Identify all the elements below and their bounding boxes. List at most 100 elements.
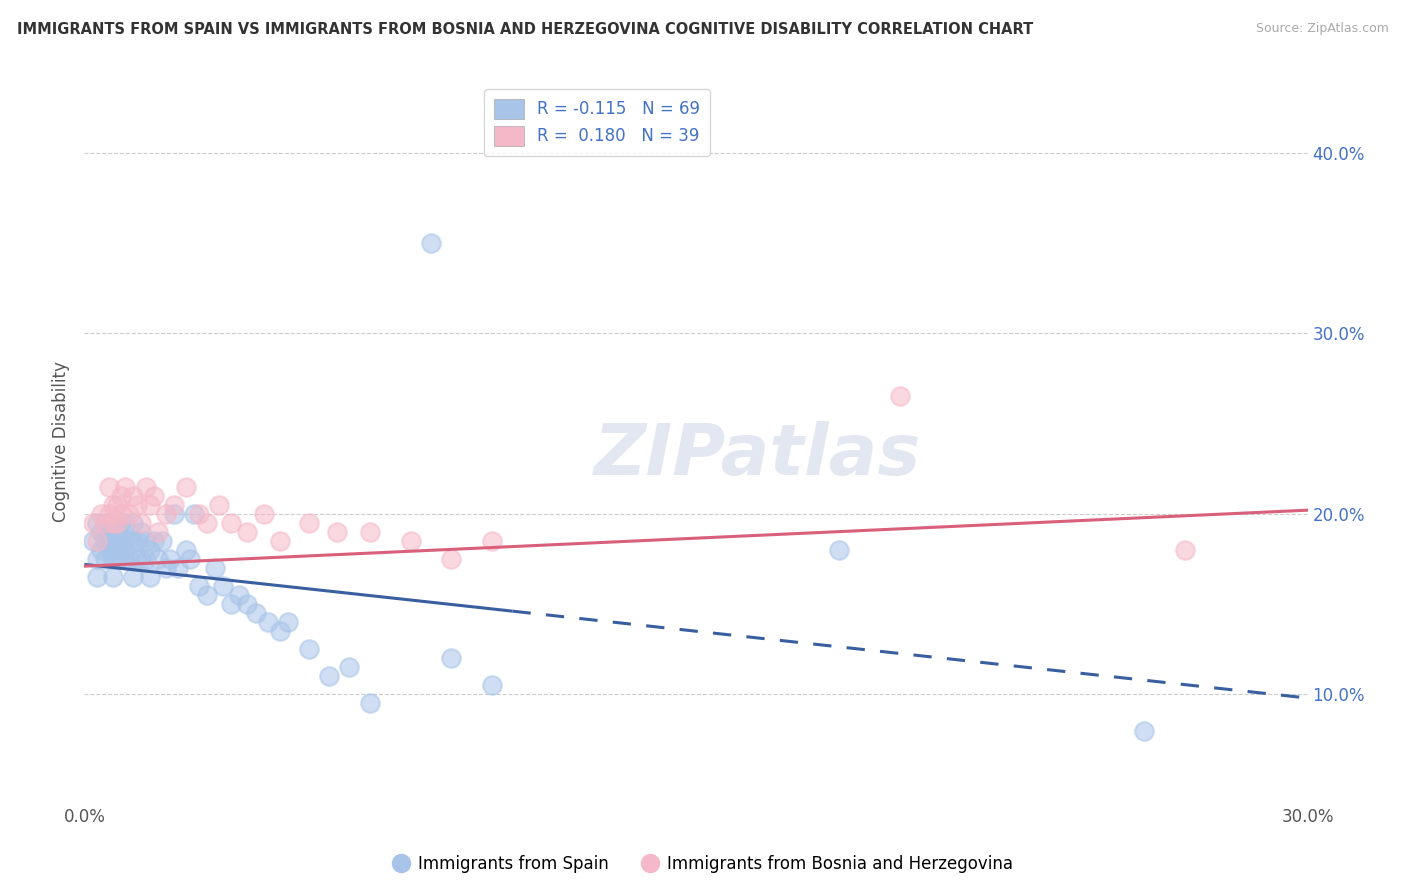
Point [167, 561, 190, 575]
Legend: Immigrants from Spain, Immigrants from Bosnia and Herzegovina: Immigrants from Spain, Immigrants from B… [387, 848, 1019, 880]
Point [97, 516, 120, 530]
Point [122, 489, 145, 503]
Point [359, 697, 381, 711]
Point [86, 533, 108, 548]
Point [110, 516, 132, 530]
Point [187, 579, 209, 593]
Point [195, 588, 218, 602]
Point [219, 597, 242, 611]
Point [359, 524, 381, 539]
Point [481, 678, 503, 692]
Point [889, 389, 911, 403]
Point [440, 651, 463, 665]
Point [174, 480, 197, 494]
Point [277, 615, 299, 630]
Point [155, 561, 177, 575]
Point [146, 524, 169, 539]
Point [174, 542, 197, 557]
Point [82, 516, 104, 530]
Point [1133, 723, 1156, 738]
Point [101, 552, 124, 566]
Point [212, 579, 235, 593]
Point [131, 552, 153, 566]
Point [86, 552, 108, 566]
Point [114, 552, 136, 566]
Point [142, 489, 165, 503]
Point [236, 597, 259, 611]
Point [127, 533, 149, 548]
Point [828, 542, 851, 557]
Point [90, 507, 112, 521]
Point [118, 552, 141, 566]
Point [127, 552, 149, 566]
Y-axis label: Cognitive Disability: Cognitive Disability [52, 361, 70, 522]
Point [318, 669, 340, 683]
Point [127, 498, 149, 512]
Point [150, 533, 173, 548]
Point [420, 235, 443, 250]
Point [97, 480, 120, 494]
Point [326, 524, 349, 539]
Point [122, 533, 145, 548]
Point [97, 533, 120, 548]
Point [105, 516, 128, 530]
Point [257, 615, 280, 630]
Point [155, 507, 177, 521]
Point [90, 542, 112, 557]
Legend: R = -0.115   N = 69, R =  0.180   N = 39: R = -0.115 N = 69, R = 0.180 N = 39 [484, 88, 710, 156]
Point [86, 570, 108, 584]
Point [187, 507, 209, 521]
Point [101, 498, 124, 512]
Point [93, 516, 115, 530]
Point [131, 524, 153, 539]
Point [101, 542, 124, 557]
Point [138, 542, 160, 557]
Point [131, 516, 153, 530]
Point [118, 533, 141, 548]
Point [135, 480, 157, 494]
Point [159, 552, 181, 566]
Point [93, 552, 115, 566]
Point [1174, 542, 1197, 557]
Point [122, 516, 145, 530]
Point [219, 516, 242, 530]
Point [298, 642, 321, 657]
Point [163, 507, 186, 521]
Point [399, 533, 422, 548]
Point [114, 480, 136, 494]
Point [481, 533, 503, 548]
Point [269, 624, 291, 639]
Point [122, 570, 145, 584]
Point [97, 507, 120, 521]
Point [138, 570, 160, 584]
Point [114, 542, 136, 557]
Text: ZIPatlas: ZIPatlas [593, 422, 921, 491]
Point [269, 533, 291, 548]
Point [101, 524, 124, 539]
Point [253, 507, 276, 521]
Point [114, 533, 136, 548]
Point [101, 516, 124, 530]
Point [179, 552, 201, 566]
Point [105, 552, 128, 566]
Point [228, 588, 250, 602]
Point [86, 516, 108, 530]
Point [146, 552, 169, 566]
Point [183, 507, 205, 521]
Point [138, 498, 160, 512]
Point [339, 660, 361, 674]
Point [163, 498, 186, 512]
Point [135, 533, 157, 548]
Point [208, 498, 231, 512]
Point [101, 570, 124, 584]
Point [114, 516, 136, 530]
Point [204, 561, 226, 575]
Point [110, 507, 132, 521]
Point [118, 507, 141, 521]
Point [93, 533, 115, 548]
Point [110, 489, 132, 503]
Point [97, 542, 120, 557]
Point [236, 524, 259, 539]
Point [110, 533, 132, 548]
Point [110, 542, 132, 557]
